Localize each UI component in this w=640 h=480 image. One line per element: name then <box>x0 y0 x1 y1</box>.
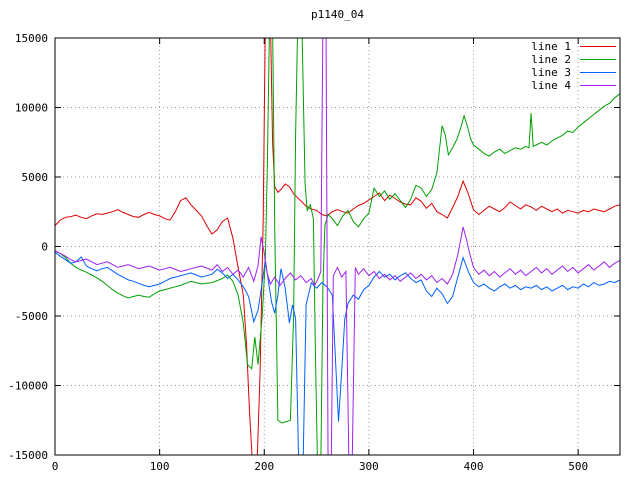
legend: line 1 line 2 line 3 line 4 <box>516 40 616 92</box>
x-tick-label: 500 <box>568 460 588 473</box>
x-tick-label: 100 <box>150 460 170 473</box>
legend-label: line 4 <box>531 79 571 92</box>
x-tick-label: 0 <box>52 460 59 473</box>
legend-item: line 1 <box>516 40 616 53</box>
series-line-2 <box>55 38 620 455</box>
legend-item: line 3 <box>516 66 616 79</box>
x-tick-label: 300 <box>359 460 379 473</box>
legend-line-sample <box>580 46 616 47</box>
y-tick-label: -15000 <box>8 449 48 462</box>
x-tick-label: 400 <box>464 460 484 473</box>
legend-line-sample <box>580 59 616 60</box>
legend-line-sample <box>580 72 616 73</box>
series-line-4 <box>55 38 620 455</box>
legend-item: line 4 <box>516 79 616 92</box>
y-tick-label: -5000 <box>15 310 48 323</box>
legend-label: line 2 <box>531 53 571 66</box>
legend-label: line 1 <box>531 40 571 53</box>
y-tick-label: 5000 <box>22 171 49 184</box>
legend-line-sample <box>580 85 616 86</box>
x-tick-label: 200 <box>254 460 274 473</box>
y-tick-label: 0 <box>41 241 48 254</box>
legend-item: line 2 <box>516 53 616 66</box>
series-line-1 <box>55 38 620 455</box>
y-tick-label: -10000 <box>8 380 48 393</box>
y-tick-label: 15000 <box>15 32 48 45</box>
series-line-3 <box>55 251 620 455</box>
chart-title: p1140_04 <box>311 8 364 21</box>
y-tick-label: 10000 <box>15 102 48 115</box>
legend-label: line 3 <box>531 66 571 79</box>
